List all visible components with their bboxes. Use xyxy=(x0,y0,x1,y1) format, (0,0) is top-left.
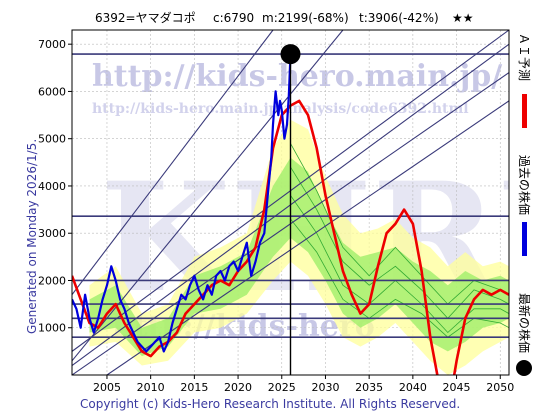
trend-line xyxy=(106,100,509,375)
y-axis-ticks: 1000 2000 3000 4000 5000 6000 7000 xyxy=(38,38,72,335)
x-tick-label: 2040 xyxy=(399,381,427,394)
ensemble-line xyxy=(290,218,509,338)
x-tick-label: 2005 xyxy=(93,381,121,394)
legend-past-price-swatch xyxy=(522,222,527,256)
forecast-bands xyxy=(89,119,509,375)
x-tick-label: 2030 xyxy=(311,381,339,394)
forecast-band-inner xyxy=(89,157,509,357)
y-tick-label: 7000 xyxy=(38,38,66,51)
x-tick-label: 2010 xyxy=(137,381,165,394)
legend-ai-forecast-label: ＡＩ予測 xyxy=(517,33,531,81)
y-tick-label: 2000 xyxy=(38,274,66,287)
x-tick-label: 2015 xyxy=(180,381,208,394)
latest-price-marker xyxy=(280,44,301,65)
past-price-line xyxy=(72,54,292,353)
x-axis-ticks: 2005 2010 2015 2020 2025 2030 2035 2040 2045 2050 xyxy=(93,375,514,394)
generated-label: Generated on Monday 2026/1/5. xyxy=(25,139,39,334)
ensemble-line xyxy=(290,195,509,334)
copyright: Copyright (c) Kids-Hero Research Institu… xyxy=(80,397,460,411)
x-tick-label: 2020 xyxy=(224,381,252,394)
y-tick-label: 5000 xyxy=(38,133,66,146)
ensemble-line xyxy=(290,166,509,319)
watermark-url-path: http://kids-hero.main.jp/analysis/code63… xyxy=(92,101,469,117)
x-tick-label: 2050 xyxy=(486,381,514,394)
y-tick-label: 1000 xyxy=(38,322,66,335)
header-target-info: t:3906(-42%) xyxy=(359,11,439,25)
plot-frame xyxy=(71,29,510,376)
trend-line xyxy=(72,30,274,295)
legend-latest-price-label: 最新の株価 xyxy=(517,293,532,353)
legend-past-price-label: 過去の株価 xyxy=(517,155,532,215)
legend-ai-forecast-swatch xyxy=(522,94,527,128)
header-min-info: m:2199(-68%) xyxy=(262,11,349,25)
legend-latest-price-marker xyxy=(516,360,532,376)
y-tick-label: 4000 xyxy=(38,180,66,193)
y-tick-label: 3000 xyxy=(38,227,66,240)
header-title: 6392=ヤマダコポ xyxy=(95,10,196,25)
x-tick-label: 2025 xyxy=(268,381,296,394)
watermark-url: http://kids-hero.main.jp/ xyxy=(92,59,502,94)
x-tick-label: 2045 xyxy=(443,381,471,394)
header-current-price: c:6790 xyxy=(213,11,254,25)
latest-marker-group xyxy=(280,44,301,375)
header-stars: ★★ xyxy=(452,11,474,25)
y-tick-label: 6000 xyxy=(38,85,66,98)
legend: ＡＩ予測 過去の株価 最新の株価 xyxy=(516,33,532,376)
x-tick-label: 2035 xyxy=(355,381,383,394)
